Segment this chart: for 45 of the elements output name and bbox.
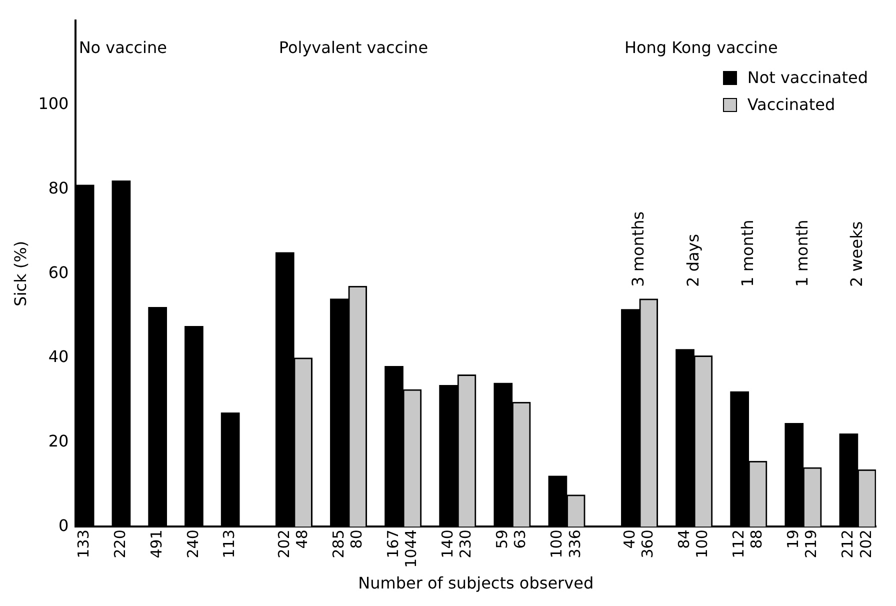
x-tick-label: 202 xyxy=(856,530,875,558)
y-tick-label: 20 xyxy=(48,431,69,450)
x-tick-label: 212 xyxy=(838,530,857,558)
x-tick-label: 219 xyxy=(802,530,820,558)
annotation: 3 months xyxy=(628,211,648,287)
legend-label: Vaccinated xyxy=(747,95,836,114)
x-tick-label: 360 xyxy=(638,530,657,558)
x-tick-label: 336 xyxy=(566,530,584,558)
x-tick-label: 19 xyxy=(784,530,802,549)
x-tick-label: 202 xyxy=(274,530,293,558)
annotation: Hong Kong vaccine xyxy=(624,38,778,57)
y-axis-title: Sick (%) xyxy=(10,240,30,306)
y-tick-label: 80 xyxy=(48,178,69,198)
x-tick-label: 113 xyxy=(220,530,238,558)
x-tick-label: 140 xyxy=(438,530,456,558)
x-tick-label: 80 xyxy=(348,530,366,549)
x-tick-label: 167 xyxy=(384,530,402,558)
x-tick-label: 88 xyxy=(748,530,766,549)
annotation: No vaccine xyxy=(78,38,167,57)
annotation: 2 days xyxy=(683,234,702,287)
annotation: 2 weeks xyxy=(846,221,866,287)
annotation: 1 month xyxy=(738,220,757,287)
x-tick-label: 133 xyxy=(74,530,93,558)
x-tick-label: 84 xyxy=(674,530,693,549)
y-tick-label: 0 xyxy=(58,516,69,535)
x-tick-label: 59 xyxy=(493,530,512,549)
x-tick-label: 112 xyxy=(729,530,748,558)
x-tick-label: 40 xyxy=(620,530,638,549)
x-tick-label: 100 xyxy=(548,530,566,558)
y-tick-label: 40 xyxy=(48,347,69,366)
x-tick-label: 230 xyxy=(456,530,475,558)
x-tick-label: 1044 xyxy=(402,530,420,568)
x-axis-title: Number of subjects observed xyxy=(358,574,594,593)
x-tick-label: 220 xyxy=(111,530,130,558)
legend-label: Not vaccinated xyxy=(747,68,868,87)
annotation: Polyvalent vaccine xyxy=(278,38,428,57)
x-tick-label: 63 xyxy=(511,530,530,549)
x-tick-label: 100 xyxy=(693,530,712,558)
y-tick-label: 100 xyxy=(38,94,69,114)
x-tick-label: 48 xyxy=(292,530,311,549)
y-tick-label: 60 xyxy=(48,262,69,282)
x-tick-label: 285 xyxy=(329,530,348,558)
x-tick-label: 491 xyxy=(147,530,166,558)
x-tick-label: 240 xyxy=(184,530,202,558)
annotation: 1 month xyxy=(792,220,812,287)
